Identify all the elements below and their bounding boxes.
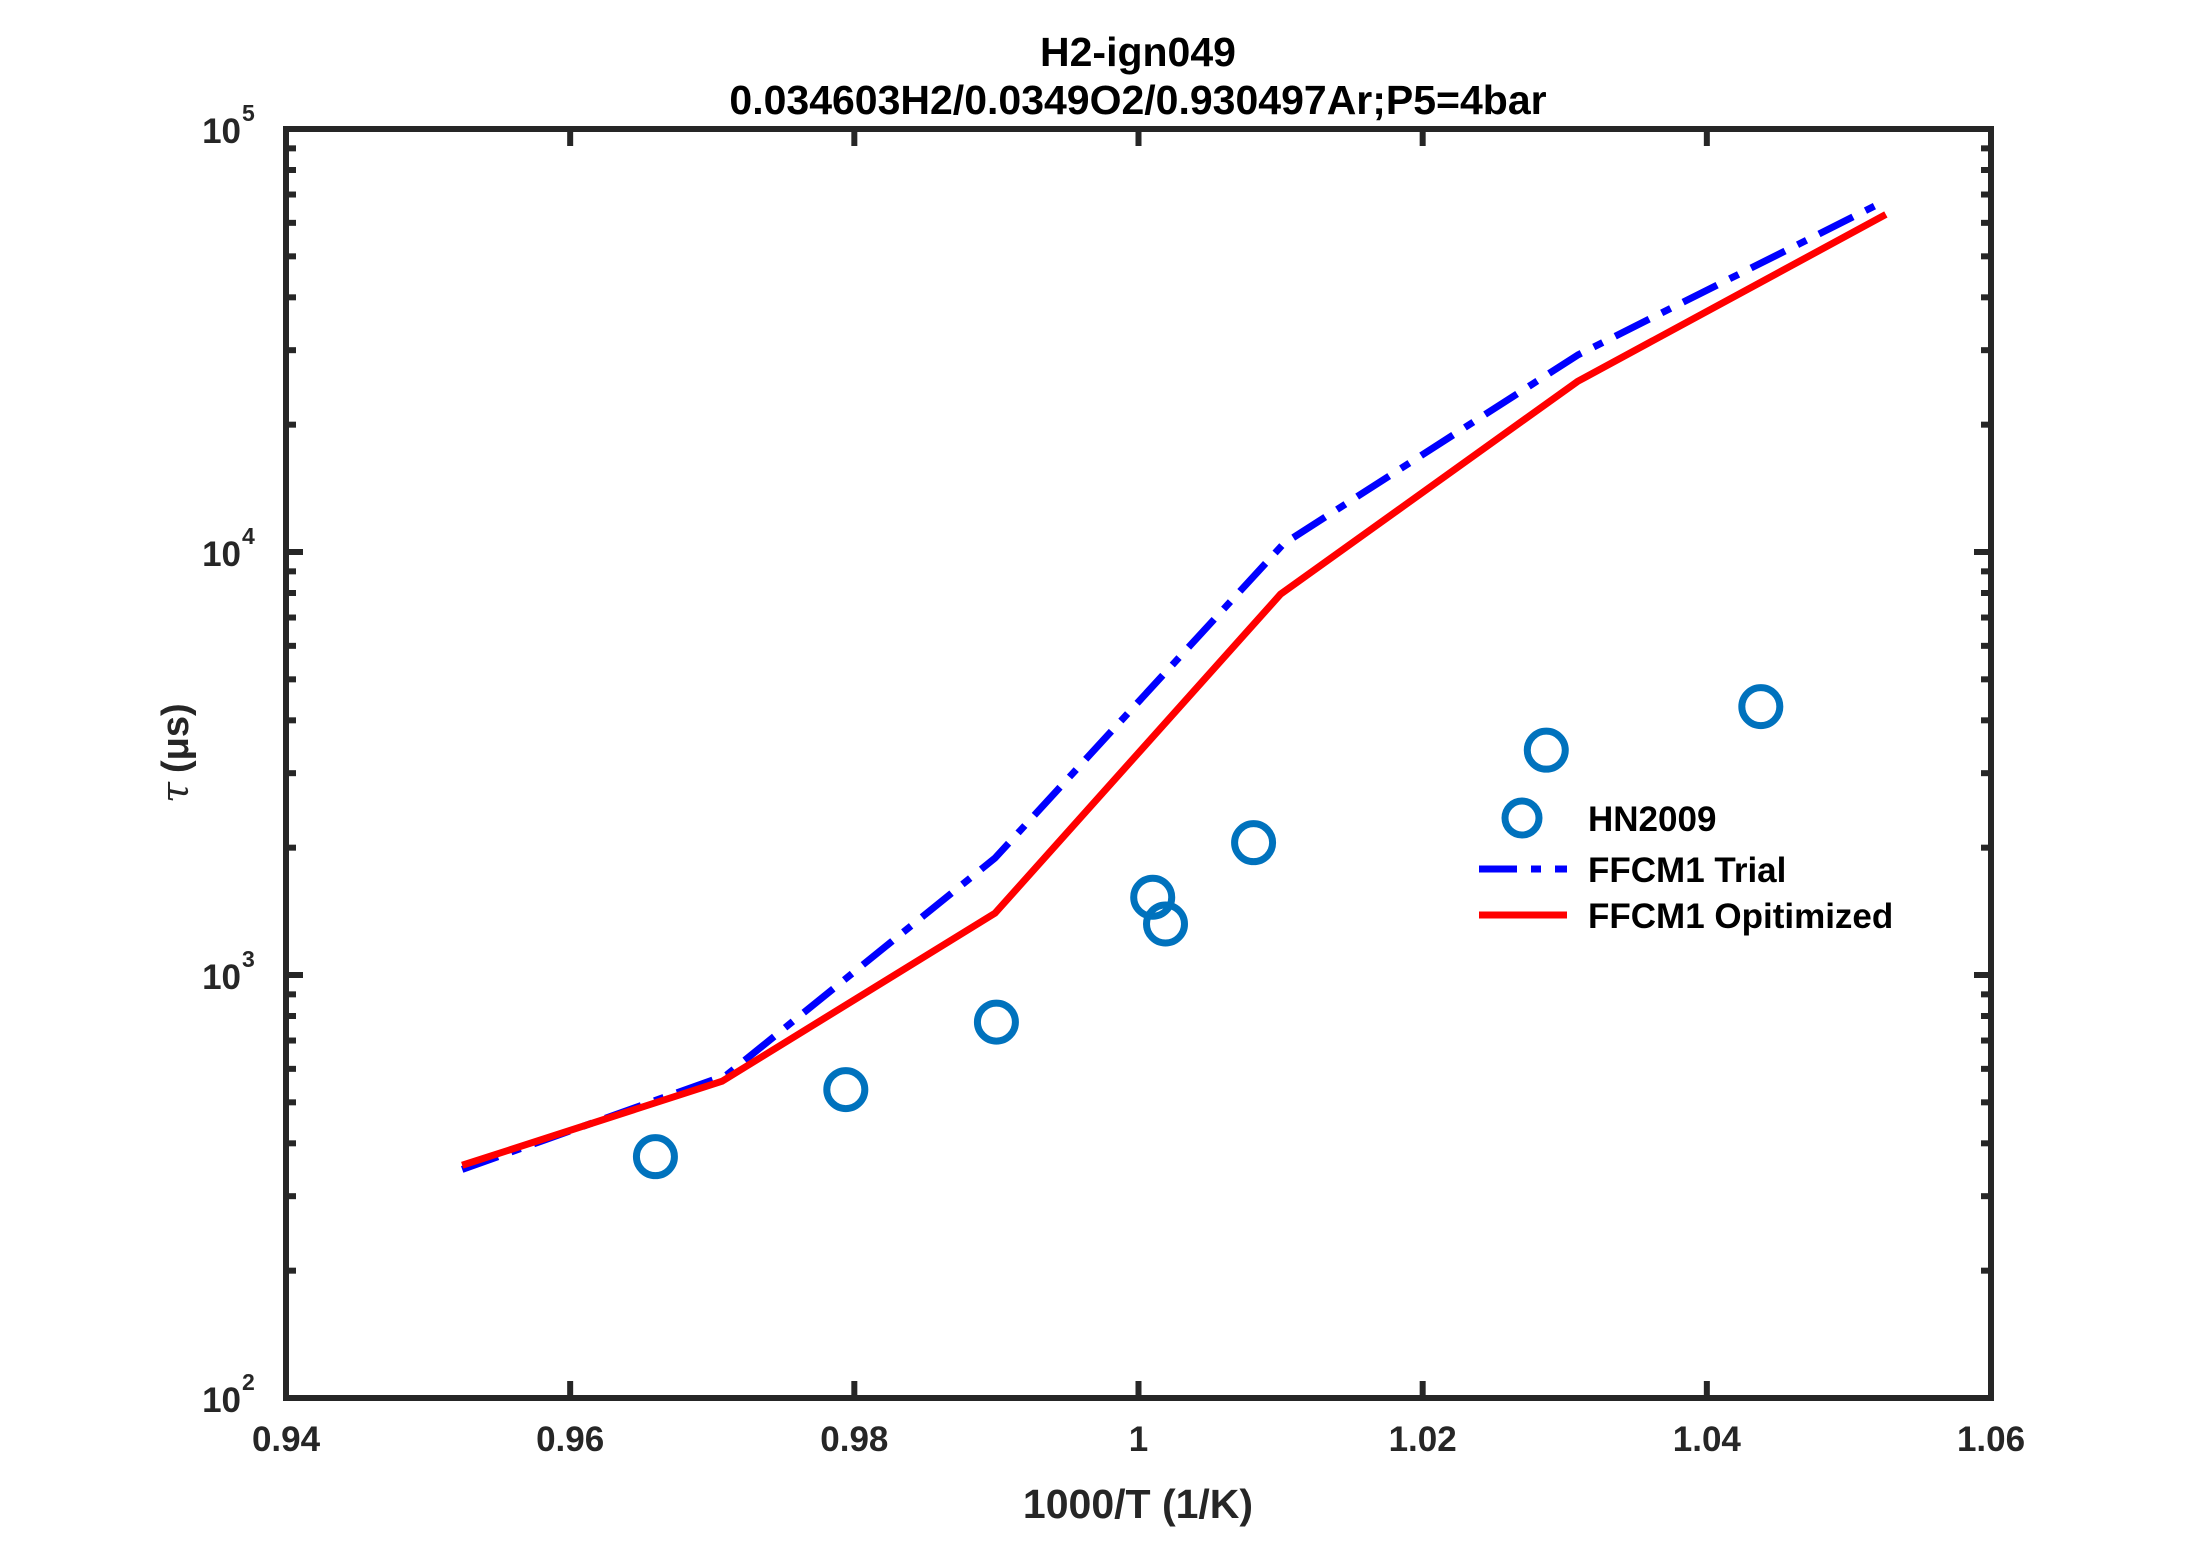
data-point-hn2009 — [1738, 684, 1784, 730]
series-line-ffcm1-optimized — [461, 211, 1888, 1169]
x-tick-label: 1.02 — [1389, 1420, 1457, 1459]
series-group — [461, 197, 1888, 1180]
y-tick-label-base: 10 — [202, 958, 241, 997]
y-axis-label-symbol: τ — [153, 781, 197, 803]
x-tick-label: 1.06 — [1957, 1420, 2025, 1459]
legend: HN2009 FFCM1 Trial FFCM1 Opitimized — [1479, 797, 1893, 936]
y-axis-label: τ (μs) — [153, 703, 197, 803]
legend-marker-hn2009 — [1501, 797, 1543, 839]
data-point-hn2009 — [1523, 727, 1569, 773]
axes-box — [283, 126, 1994, 1401]
x-tick-label: 0.94 — [252, 1420, 321, 1459]
legend-label: FFCM1 Trial — [1588, 851, 1786, 890]
y-tick-label-exp: 5 — [242, 100, 255, 126]
y-tick-label-exp: 4 — [242, 523, 255, 549]
x-tick-label: 1 — [1129, 1420, 1148, 1459]
data-point-hn2009 — [973, 999, 1019, 1045]
y-tick-label-exp: 2 — [242, 1369, 255, 1395]
data-point-hn2009 — [1142, 901, 1188, 947]
legend-label: HN2009 — [1588, 800, 1716, 839]
chart-title: H2-ign049 — [1040, 29, 1236, 75]
x-tick-label: 1.04 — [1673, 1420, 1742, 1459]
legend-label: FFCM1 Opitimized — [1588, 897, 1893, 936]
x-axis-label: 1000/T (1/K) — [1023, 1481, 1253, 1527]
y-tick-label-exp: 3 — [242, 946, 255, 972]
data-point-hn2009 — [823, 1067, 869, 1113]
data-point-hn2009 — [632, 1134, 678, 1180]
x-tick-label: 0.98 — [820, 1420, 888, 1459]
y-tick-label-base: 10 — [202, 535, 241, 574]
y-tick-label-base: 10 — [202, 1381, 241, 1420]
data-point-hn2009 — [1231, 820, 1277, 866]
data-point-hn2009 — [1130, 874, 1176, 920]
x-tick-label: 0.96 — [536, 1420, 604, 1459]
y-tick-label-base: 10 — [202, 112, 241, 151]
chart-subtitle: 0.034603H2/0.0349O2/0.930497Ar;P5=4bar — [729, 77, 1546, 123]
x-tick-labels: 0.94 0.96 0.98 1 1.02 1.04 1.06 — [252, 1420, 2025, 1459]
y-axis-label-unit: (μs) — [155, 703, 197, 773]
